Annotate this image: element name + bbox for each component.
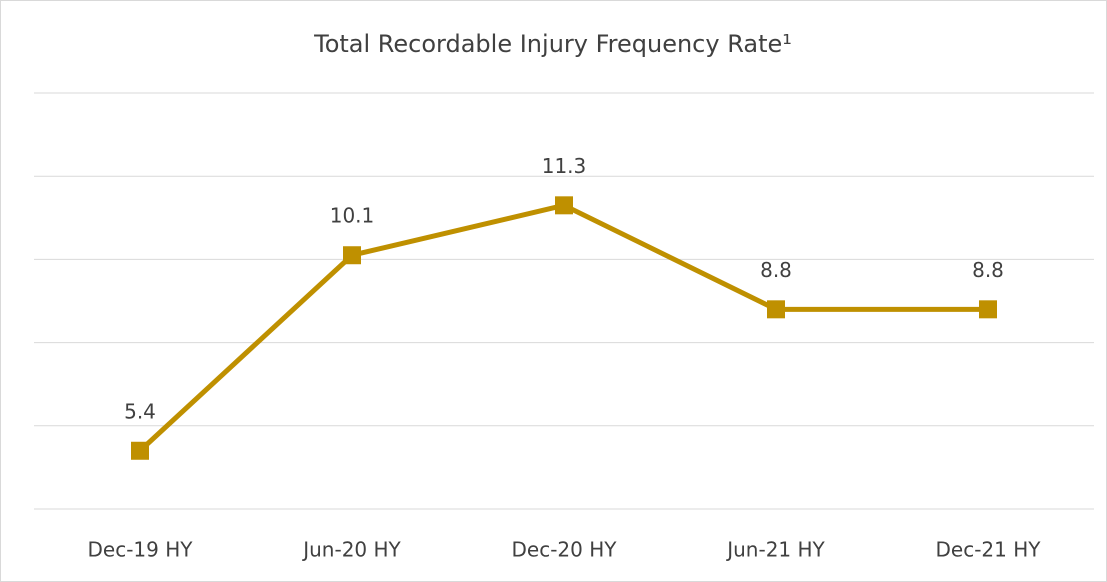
x-tick-label: Jun-21 HY (725, 538, 825, 562)
marker (555, 196, 573, 215)
data-label: 8.8 (760, 258, 792, 282)
data-label: 8.8 (972, 258, 1004, 282)
data-label: 5.4 (124, 399, 156, 423)
marker (343, 246, 361, 265)
marker (131, 441, 149, 460)
x-tick-label: Dec-20 HY (512, 538, 618, 562)
chart-title: Total Recordable Injury Frequency Rate¹ (313, 30, 792, 58)
x-tick-label: Jun-20 HY (301, 538, 401, 562)
x-tick-label: Dec-19 HY (88, 538, 194, 562)
marker (979, 300, 997, 319)
data-label: 10.1 (330, 204, 375, 228)
marker (767, 300, 785, 319)
data-label: 11.3 (542, 154, 587, 178)
x-tick-label: Dec-21 HY (936, 538, 1042, 562)
